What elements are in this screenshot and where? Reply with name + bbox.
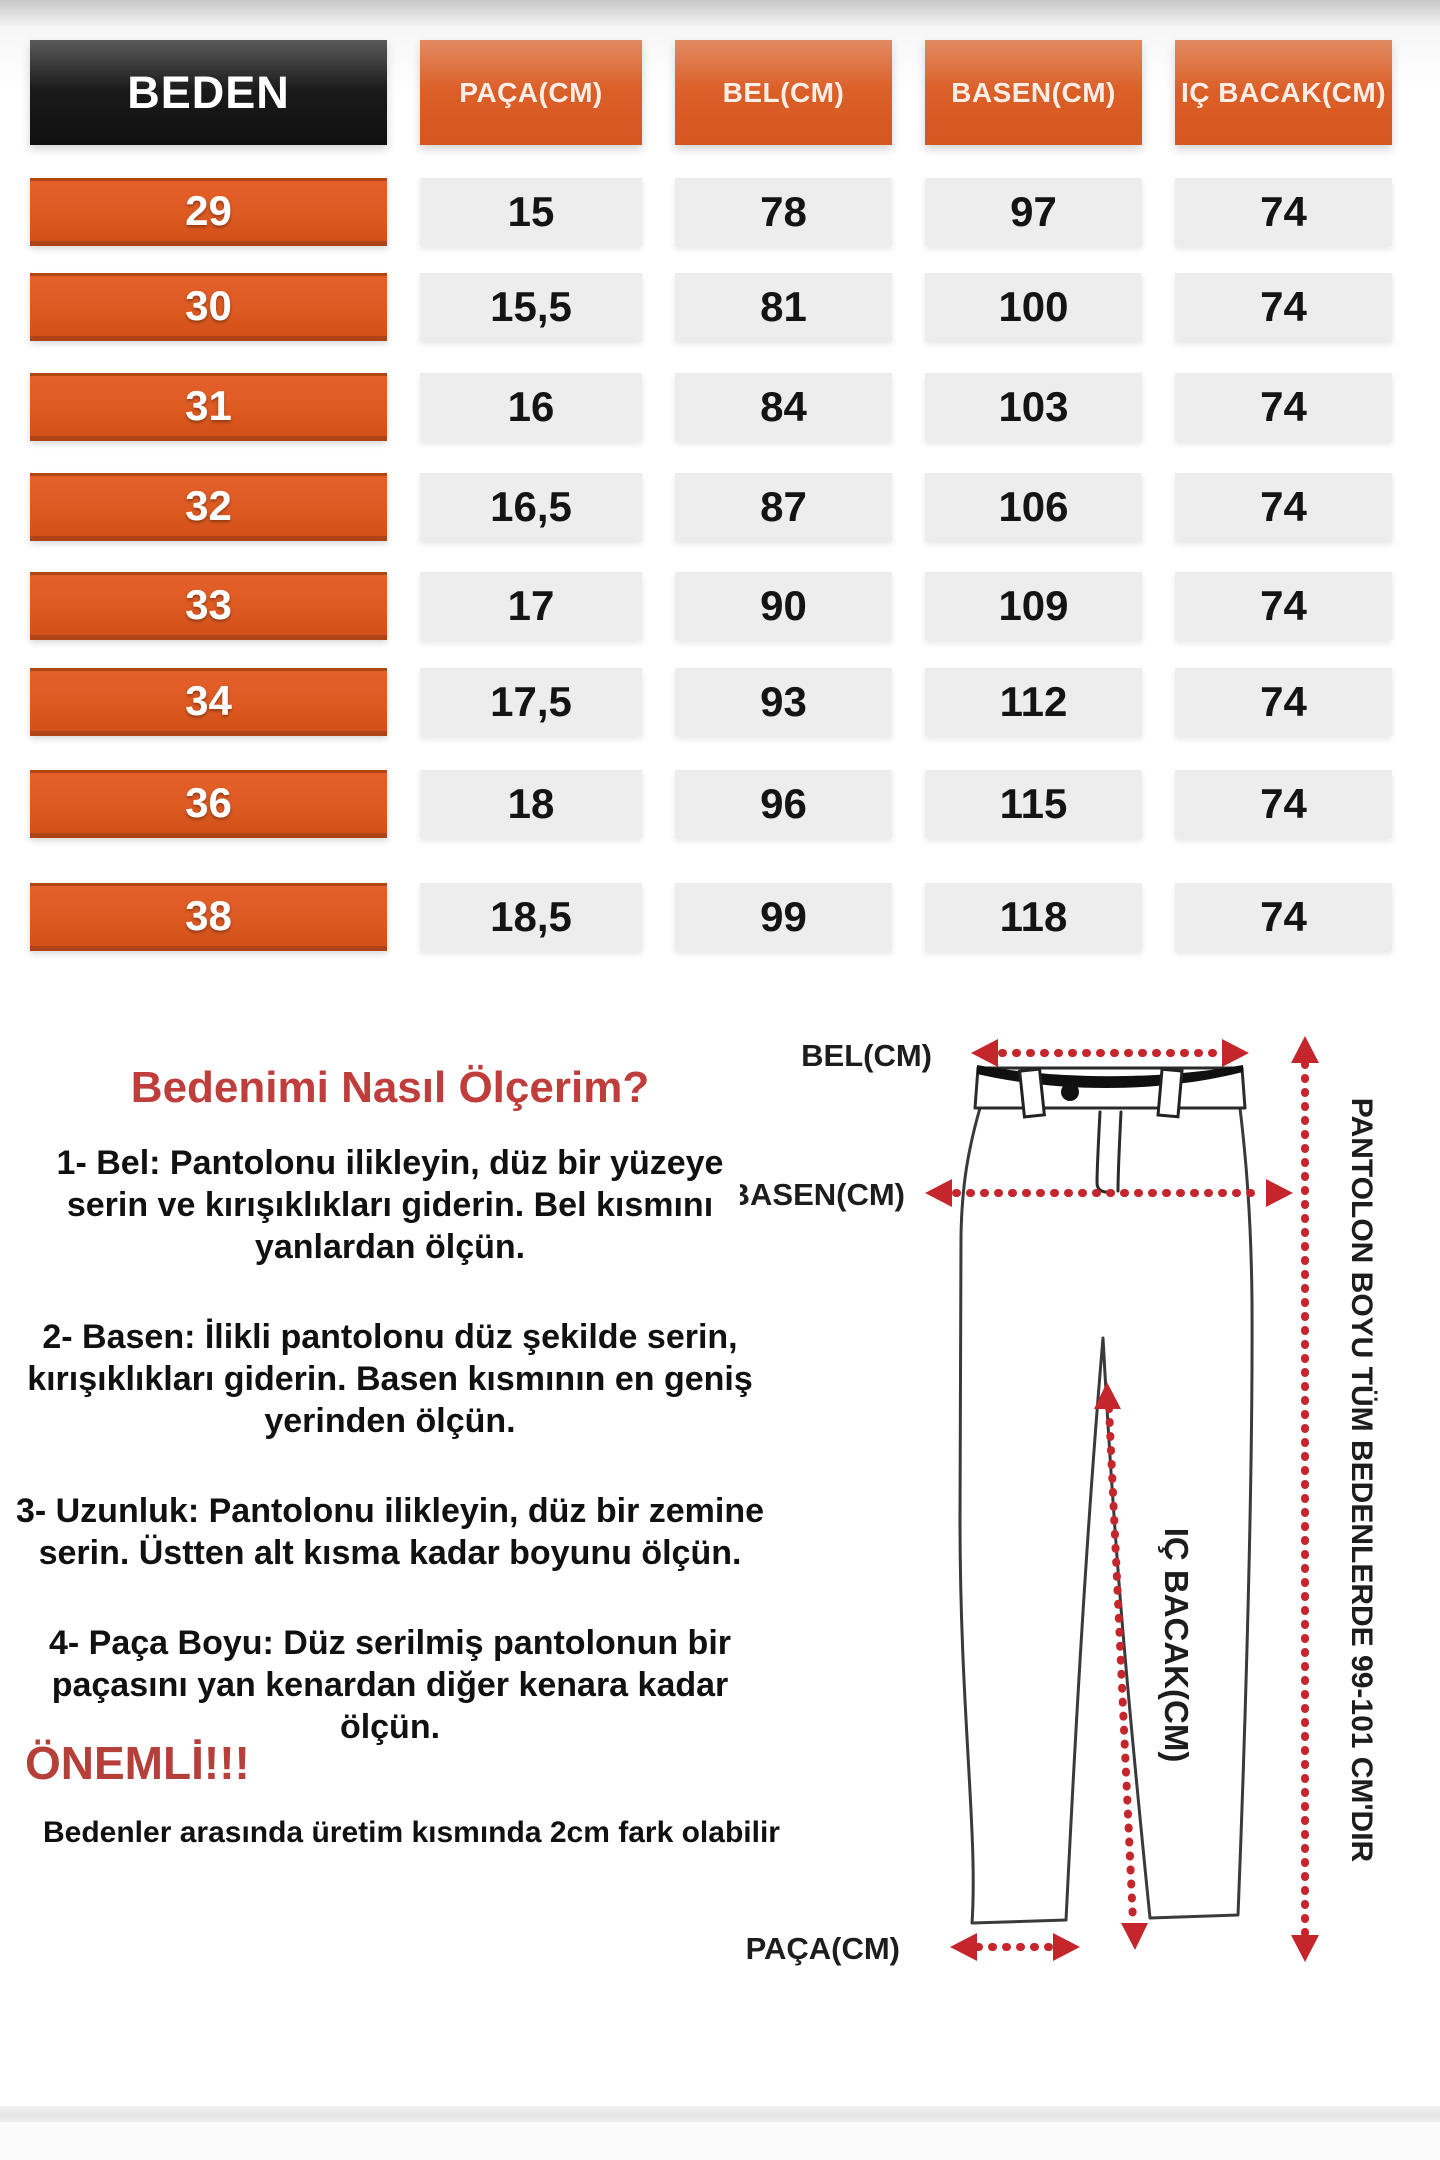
bel-label: BEL(CM) xyxy=(801,1038,932,1073)
header-basen: BASEN(CM) xyxy=(925,40,1142,145)
instruction-step-uzunluk: 3- Uzunluk: Pantolonu ilikleyin, düz bir… xyxy=(15,1492,765,1572)
size-cell: 32 xyxy=(30,473,387,541)
basen-value: 118 xyxy=(925,883,1142,951)
ic-bacak-value: 74 xyxy=(1175,883,1392,951)
bel-value: 96 xyxy=(675,770,892,838)
arrow-up-icon xyxy=(1291,1036,1319,1063)
basen-value: 112 xyxy=(925,668,1142,736)
belt-loop xyxy=(1018,1067,1046,1119)
pants-outline xyxy=(958,1106,1254,1925)
ic-bacak-value: 74 xyxy=(1175,770,1392,838)
table-row: 29 15 78 97 74 xyxy=(0,178,1440,246)
tolerance-note: Bedenler arasında üretim kısmında 2cm fa… xyxy=(43,1816,780,1849)
arrow-up-icon xyxy=(1094,1382,1121,1409)
arrow-left-icon xyxy=(971,1039,998,1067)
instruction-step-bel: 1- Bel: Pantolonu ilikleyin, düz bir yüz… xyxy=(56,1144,724,1266)
arrow-right-icon xyxy=(1053,1933,1080,1961)
arrow-left-icon xyxy=(950,1933,977,1961)
instruction-step-basen: 2- Basen: İlikli pantolonu düz şekilde s… xyxy=(27,1318,753,1440)
bel-value: 90 xyxy=(675,572,892,640)
pant-length-note: PANTOLON BOYU TÜM BEDENLERDE 99-101 CM'D… xyxy=(1345,1098,1378,1863)
paca-value: 18,5 xyxy=(420,883,642,951)
table-row: 36 18 96 115 74 xyxy=(0,770,1440,838)
paca-value: 18 xyxy=(420,770,642,838)
bel-value: 81 xyxy=(675,273,892,341)
ic-bacak-value: 74 xyxy=(1175,178,1392,246)
basen-value: 115 xyxy=(925,770,1142,838)
paca-value: 16,5 xyxy=(420,473,642,541)
important-warning: ÖNEMLİ!!! xyxy=(25,1737,250,1789)
size-cell: 30 xyxy=(30,273,387,341)
header-beden: BEDEN xyxy=(30,40,387,145)
size-table-header: BEDEN PAÇA(CM) BEL(CM) BASEN(CM) IÇ BACA… xyxy=(0,40,1440,145)
paca-value: 17,5 xyxy=(420,668,642,736)
bel-value: 78 xyxy=(675,178,892,246)
pants-measurement-diagram: BEL(CM) BASEN(CM) PAÇA(CM) IÇ BACAK(CM) … xyxy=(740,1036,1378,1966)
table-row: 33 17 90 109 74 xyxy=(0,572,1440,640)
ic-bacak-value: 74 xyxy=(1175,273,1392,341)
bel-value: 87 xyxy=(675,473,892,541)
measuring-instructions: Bedenimi Nasıl Ölçerim? 1- Bel: Pantolon… xyxy=(10,1040,770,1796)
size-cell: 36 xyxy=(30,770,387,838)
header-bel: BEL(CM) xyxy=(675,40,892,145)
basen-label: BASEN(CM) xyxy=(740,1177,905,1212)
basen-value: 97 xyxy=(925,178,1142,246)
ic-bacak-value: 74 xyxy=(1175,473,1392,541)
arrow-left-icon xyxy=(925,1179,952,1207)
table-row: 31 16 84 103 74 xyxy=(0,373,1440,441)
basen-value: 109 xyxy=(925,572,1142,640)
bottom-margin xyxy=(0,2122,1440,2160)
table-row: 34 17,5 93 112 74 xyxy=(0,668,1440,736)
ic-bacak-value: 74 xyxy=(1175,572,1392,640)
table-row: 38 18,5 99 118 74 xyxy=(0,883,1440,951)
size-cell: 31 xyxy=(30,373,387,441)
bel-value: 93 xyxy=(675,668,892,736)
table-row: 30 15,5 81 100 74 xyxy=(0,273,1440,341)
belt-loop xyxy=(1156,1067,1184,1119)
arrow-right-icon xyxy=(1222,1039,1249,1067)
paca-label: PAÇA(CM) xyxy=(746,1931,900,1966)
paca-value: 17 xyxy=(420,572,642,640)
size-cell: 38 xyxy=(30,883,387,951)
paca-value: 15 xyxy=(420,178,642,246)
ic-bacak-value: 74 xyxy=(1175,373,1392,441)
arrow-down-icon xyxy=(1121,1923,1148,1950)
fly-seam xyxy=(1095,1110,1123,1194)
bottom-divider xyxy=(0,2106,1440,2122)
button xyxy=(1061,1083,1079,1101)
size-cell: 34 xyxy=(30,668,387,736)
paca-value: 16 xyxy=(420,373,642,441)
ic-bacak-line xyxy=(1105,1404,1137,1926)
basen-value: 106 xyxy=(925,473,1142,541)
size-cell: 33 xyxy=(30,572,387,640)
bel-value: 99 xyxy=(675,883,892,951)
ic-bacak-label: IÇ BACAK(CM) xyxy=(1158,1528,1195,1763)
bel-value: 84 xyxy=(675,373,892,441)
table-row: 32 16,5 87 106 74 xyxy=(0,473,1440,541)
basen-value: 100 xyxy=(925,273,1142,341)
header-ic-bacak: IÇ BACAK(CM) xyxy=(1175,40,1392,145)
instructions-title: Bedenimi Nasıl Ölçerim? xyxy=(130,1063,650,1112)
header-paca: PAÇA(CM) xyxy=(420,40,642,145)
paca-value: 15,5 xyxy=(420,273,642,341)
arrow-right-icon xyxy=(1266,1179,1293,1207)
ic-bacak-value: 74 xyxy=(1175,668,1392,736)
size-cell: 29 xyxy=(30,178,387,246)
arrow-down-icon xyxy=(1291,1935,1319,1962)
instruction-step-paca: 4- Paça Boyu: Düz serilmiş pantolonun bi… xyxy=(49,1624,731,1746)
basen-value: 103 xyxy=(925,373,1142,441)
